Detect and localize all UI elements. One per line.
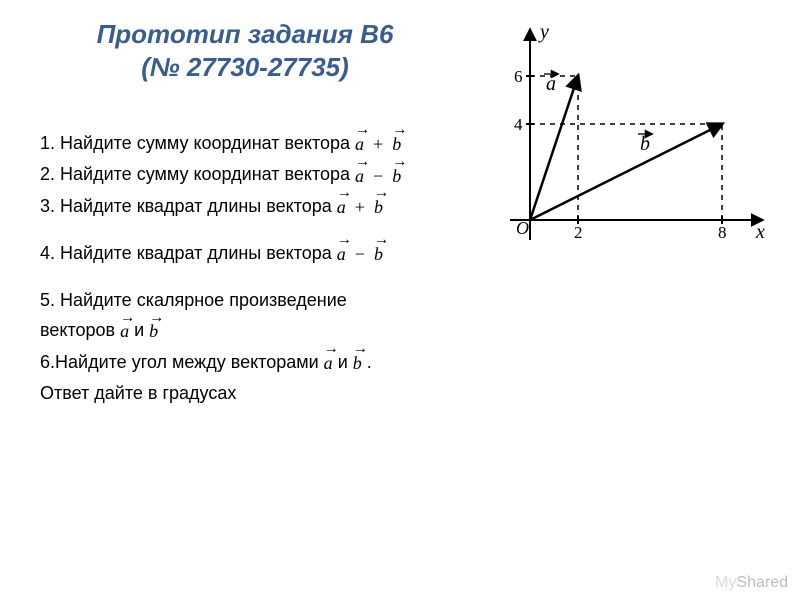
- task-5-line2: векторов →a и →b: [40, 317, 470, 344]
- task-2: 2. Найдите сумму координат вектора →a − …: [40, 161, 470, 188]
- page-title: Прототип задания B6 (№ 27730-27735): [60, 18, 430, 83]
- task-6-post: .: [367, 352, 372, 372]
- expr-a-plus-b-2: →a + →b: [337, 194, 383, 220]
- task-1-text: 1. Найдите сумму координат вектора: [40, 133, 355, 153]
- svg-text:a: a: [546, 73, 556, 95]
- footer-text: Shared: [736, 574, 788, 591]
- task-2-text: 2. Найдите сумму координат вектора: [40, 164, 355, 184]
- expr-a-minus-b-2: →a − →b: [337, 241, 383, 267]
- y-axis-label: y: [538, 21, 549, 43]
- svg-text:6: 6: [514, 67, 523, 86]
- task-6-answer-note: Ответ дайте в градусах: [40, 383, 236, 403]
- op-plus: +: [373, 134, 383, 154]
- task-5-pre: векторов: [40, 320, 120, 340]
- vector-diagram: O x y 2 8 4 6 a b: [490, 20, 770, 260]
- x-axis-label: x: [755, 221, 765, 243]
- svg-text:2: 2: [574, 223, 583, 242]
- title-line1: Прототип задания B6: [97, 19, 394, 49]
- task-5-text-a: 5. Найдите скалярное произведение: [40, 290, 347, 310]
- task-6-line1: 6.Найдите угол между векторами →a и →b .: [40, 349, 470, 376]
- task-6-line2: Ответ дайте в градусах: [40, 380, 470, 406]
- task-5-mid: и: [134, 320, 149, 340]
- task-3-text: 3. Найдите квадрат длины вектора: [40, 196, 337, 216]
- svg-text:4: 4: [514, 115, 523, 134]
- task-3: 3. Найдите квадрат длины вектора →a + →b: [40, 193, 470, 220]
- task-6-pre: 6.Найдите угол между векторами: [40, 352, 324, 372]
- task-4: 4. Найдите квадрат длины вектора →a − →b: [40, 240, 470, 267]
- slide: Прототип задания B6 (№ 27730-27735) 1. Н…: [0, 0, 800, 600]
- op-minus-2: −: [355, 244, 365, 264]
- op-plus-2: +: [355, 197, 365, 217]
- origin-label: O: [516, 218, 529, 238]
- title-line2: (№ 27730-27735): [141, 52, 349, 82]
- footer-watermark: MyShared: [715, 574, 788, 592]
- svg-text:b: b: [640, 133, 650, 155]
- svg-text:8: 8: [718, 223, 727, 242]
- task-5-line1: 5. Найдите скалярное произведение: [40, 287, 470, 313]
- task-list: 1. Найдите сумму координат вектора →a + …: [40, 130, 470, 410]
- task-6-mid: и: [338, 352, 353, 372]
- task-4-text: 4. Найдите квадрат длины вектора: [40, 243, 337, 263]
